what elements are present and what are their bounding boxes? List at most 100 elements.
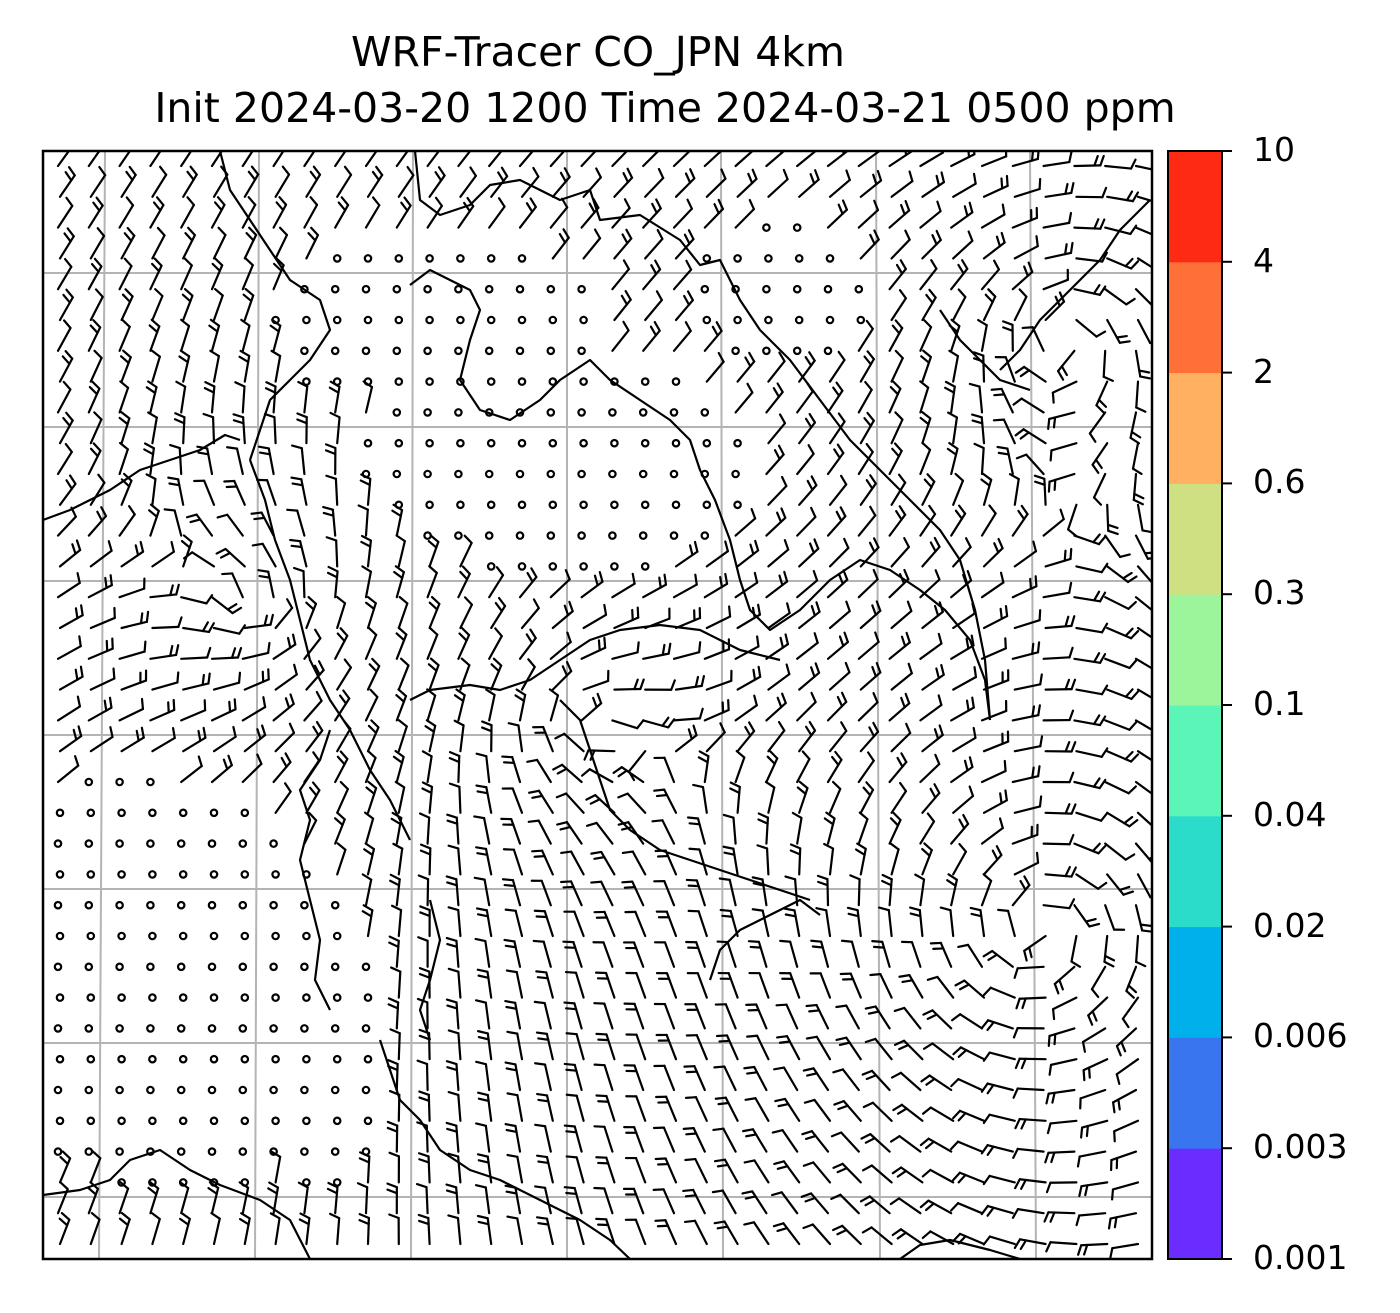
colorbar-tick-label: 0.3 bbox=[1253, 573, 1306, 613]
wind-barb bbox=[952, 230, 974, 260]
wind-barb bbox=[802, 1223, 832, 1246]
wind-barb bbox=[179, 1211, 191, 1246]
wind-barb bbox=[796, 780, 809, 814]
wind-barb bbox=[445, 875, 460, 907]
wind-barb bbox=[980, 1019, 1014, 1032]
wind-barb bbox=[1073, 533, 1107, 546]
wind-barb bbox=[1045, 1241, 1078, 1253]
wind-barb bbox=[475, 1060, 491, 1092]
calm-wind-marker bbox=[486, 562, 496, 571]
wind-barb bbox=[426, 688, 437, 722]
wind-barb bbox=[1106, 811, 1139, 828]
wind-barb bbox=[1106, 565, 1138, 584]
calm-wind-marker bbox=[425, 377, 434, 386]
wind-barb bbox=[1014, 365, 1047, 383]
wind-barb bbox=[56, 442, 73, 476]
wind-barb bbox=[1073, 218, 1106, 230]
wind-barb bbox=[950, 634, 975, 660]
wind-barb bbox=[504, 1123, 522, 1153]
calm-wind-marker bbox=[702, 438, 712, 448]
map-title-line2: Init 2024-03-20 1200 Time 2024-03-21 050… bbox=[154, 84, 1176, 132]
wind-barb bbox=[89, 540, 113, 568]
wind-barb bbox=[212, 287, 224, 322]
wind-barb bbox=[223, 479, 246, 506]
colorbar-segment bbox=[1168, 705, 1222, 817]
calm-wind-marker bbox=[240, 870, 250, 879]
calm-wind-marker bbox=[484, 531, 494, 540]
wind-barb bbox=[87, 1181, 100, 1215]
colorbar-tick-label: 0.006 bbox=[1253, 1016, 1348, 1056]
wind-barb bbox=[1002, 320, 1014, 352]
wind-barb bbox=[1078, 1181, 1109, 1198]
calm-wind-marker bbox=[764, 315, 773, 325]
calm-wind-marker bbox=[517, 254, 527, 263]
wind-barb bbox=[888, 442, 903, 476]
wind-barb bbox=[736, 721, 756, 753]
wind-barb bbox=[453, 688, 466, 722]
wind-barb bbox=[216, 513, 244, 537]
wind-barb bbox=[685, 940, 706, 968]
calm-wind-marker bbox=[825, 315, 835, 325]
wind-barb bbox=[207, 1181, 220, 1215]
calm-wind-marker bbox=[733, 438, 742, 448]
wind-barb bbox=[919, 318, 933, 352]
wind-barb bbox=[149, 644, 180, 660]
wind-barb bbox=[395, 626, 408, 660]
calm-wind-marker bbox=[84, 777, 94, 787]
wind-barb bbox=[919, 694, 943, 722]
calm-wind-marker bbox=[546, 346, 556, 356]
wind-barb bbox=[765, 692, 787, 722]
calm-wind-marker bbox=[269, 1147, 278, 1156]
wind-barb bbox=[789, 843, 802, 876]
wind-barb bbox=[257, 445, 275, 476]
calm-wind-marker bbox=[423, 408, 432, 417]
wind-barb bbox=[921, 171, 946, 198]
wind-barb bbox=[488, 197, 506, 229]
wind-barb bbox=[149, 151, 162, 168]
wind-barb bbox=[890, 289, 907, 322]
calm-wind-marker bbox=[240, 1054, 250, 1064]
wind-barb bbox=[767, 663, 791, 691]
wind-barb bbox=[212, 671, 242, 691]
calm-wind-marker bbox=[238, 900, 248, 910]
wind-barb bbox=[1104, 657, 1138, 670]
wind-barb bbox=[1067, 503, 1078, 537]
wind-barb bbox=[980, 759, 1007, 784]
wind-barb bbox=[977, 318, 988, 352]
colorbar-tick-label: 0.02 bbox=[1253, 905, 1327, 945]
calm-wind-marker bbox=[302, 993, 311, 1002]
wind-barb bbox=[1136, 750, 1152, 762]
wind-barb bbox=[779, 939, 799, 968]
wind-barb bbox=[674, 675, 706, 691]
wind-barb bbox=[860, 1133, 891, 1153]
wind-barb bbox=[1046, 1119, 1078, 1135]
wind-barb bbox=[58, 166, 76, 198]
wind-barb bbox=[1014, 428, 1047, 445]
wind-barb bbox=[878, 906, 893, 938]
wind-barb bbox=[1136, 318, 1152, 345]
wind-barb bbox=[447, 1152, 462, 1184]
wind-barb bbox=[298, 1212, 311, 1246]
wind-barb bbox=[549, 568, 571, 599]
wind-barb bbox=[1014, 1057, 1047, 1070]
wind-barb bbox=[734, 749, 746, 784]
wind-barb bbox=[1102, 349, 1114, 382]
calm-wind-marker bbox=[115, 777, 124, 787]
wind-barb bbox=[180, 534, 193, 568]
calm-wind-marker bbox=[53, 1147, 63, 1156]
wind-barb bbox=[56, 635, 82, 660]
wind-barb bbox=[388, 1213, 400, 1246]
wind-barb bbox=[919, 1199, 953, 1215]
calm-wind-marker bbox=[176, 839, 186, 848]
wind-barb bbox=[289, 538, 308, 568]
coastline bbox=[899, 1238, 1021, 1259]
calm-wind-marker bbox=[792, 346, 802, 356]
wind-barb bbox=[305, 226, 320, 260]
wind-barb bbox=[210, 596, 243, 615]
colorbar-tick-label: 10 bbox=[1253, 130, 1295, 169]
calm-wind-marker bbox=[86, 931, 96, 941]
calm-wind-marker bbox=[302, 377, 311, 386]
wind-barb bbox=[386, 1182, 398, 1215]
wind-barb bbox=[360, 534, 373, 568]
wind-barb bbox=[997, 908, 1016, 938]
